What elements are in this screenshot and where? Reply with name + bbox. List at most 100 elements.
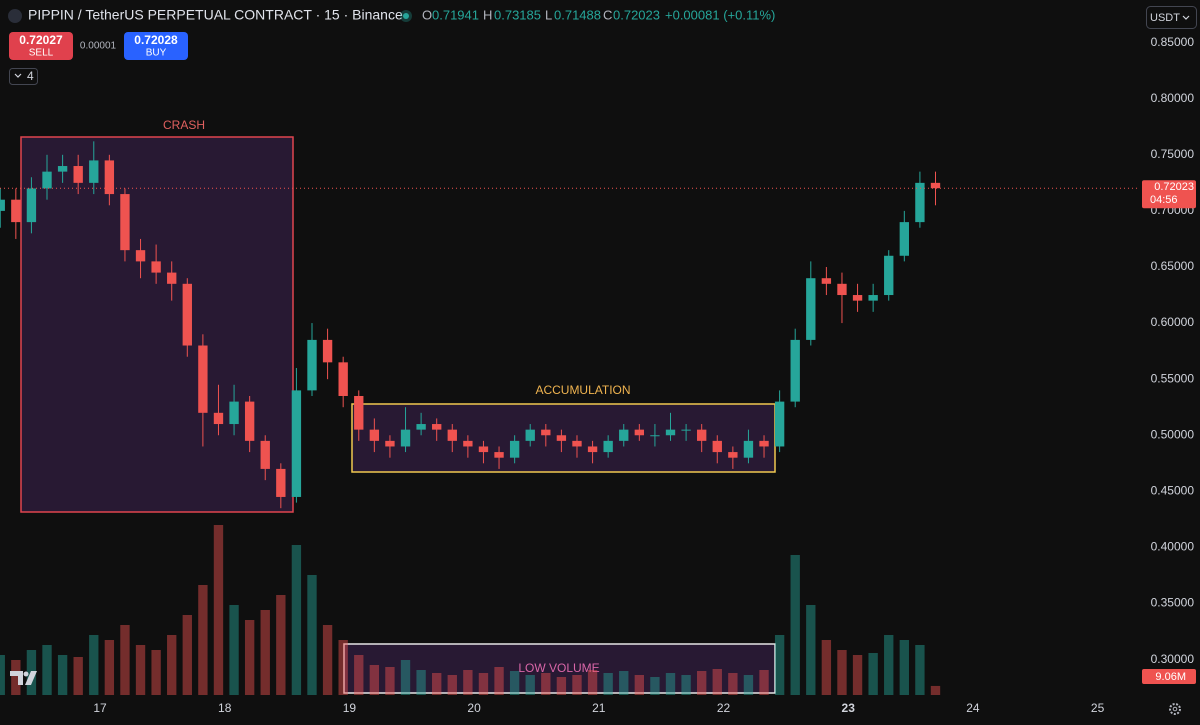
volume-bar [572, 675, 582, 695]
change: +0.00081 (+0.11%) [665, 7, 775, 22]
candle-body [712, 440, 722, 453]
candle-body [432, 424, 442, 430]
x-tick-label: 17 [93, 701, 107, 715]
candle-body [167, 272, 177, 284]
candle-body [416, 424, 426, 430]
x-tick-label: 18 [218, 701, 232, 715]
volume-bar [556, 677, 567, 695]
volume-bar [915, 645, 925, 695]
volume-bar [385, 667, 395, 695]
volume-bar [276, 595, 286, 695]
candle-body [899, 222, 909, 256]
candle-body [478, 446, 489, 453]
indicators-count: 4 [27, 69, 34, 83]
accumulation-label: ACCUMULATION [535, 383, 630, 397]
y-tick-label: 0.80000 [1151, 91, 1195, 105]
buy-text: BUY [146, 48, 167, 59]
volume-bar [494, 667, 504, 695]
x-tick-label: 22 [717, 701, 731, 715]
volume-bar [213, 525, 224, 695]
volume-bar [338, 640, 348, 695]
y-tick-label: 0.40000 [1151, 540, 1195, 554]
candle-body [728, 452, 738, 458]
candle-body [73, 166, 83, 183]
buy-button[interactable] [124, 32, 188, 60]
ohlc-value: 0.72023 [613, 7, 660, 22]
ohlc-key: L [545, 7, 552, 22]
y-tick-label: 0.55000 [1151, 371, 1195, 385]
volume-bar [509, 671, 520, 695]
volume-bar [73, 657, 83, 695]
currency-select[interactable] [1146, 6, 1197, 29]
volume-bar [11, 660, 21, 695]
candle-body [213, 412, 224, 425]
crash-label: CRASH [163, 118, 205, 132]
volume-bar [665, 673, 676, 695]
candle-body [806, 278, 816, 340]
candle-body [26, 188, 37, 223]
crash-box[interactable] [20, 136, 294, 513]
volume-bar [884, 635, 894, 695]
last-price-tag [1142, 180, 1196, 209]
volume-bar [244, 620, 255, 695]
volume-bar [198, 585, 208, 695]
volume-bar [135, 645, 146, 695]
symbol-title[interactable]: PIPPIN / TetherUS PERPETUAL CONTRACT · 1… [28, 7, 403, 23]
sell-text: SELL [29, 48, 54, 59]
volume-bar [291, 545, 302, 695]
volume-bar [322, 625, 333, 695]
volume-bar [728, 673, 738, 695]
volume-bar [167, 635, 177, 695]
volume-bar [478, 673, 489, 695]
low-volume-box[interactable] [343, 643, 776, 694]
volume-bar [525, 675, 535, 695]
y-tick-label: 0.85000 [1151, 35, 1195, 49]
candle-body [915, 182, 925, 223]
candle-body [852, 295, 863, 301]
x-tick-label: 25 [1091, 701, 1105, 715]
candle-body [587, 446, 598, 453]
ohlc-value: 0.71488 [554, 7, 601, 22]
candle-body [525, 429, 535, 441]
volume-bar [868, 653, 878, 695]
volume-bar [369, 665, 380, 695]
volume-bar [0, 655, 5, 695]
candle-body [619, 429, 629, 441]
indicators-toggle[interactable] [9, 68, 38, 85]
candle-body [681, 429, 691, 431]
volume-bar [182, 615, 192, 695]
volume-bar [587, 670, 598, 695]
tv-logo[interactable] [10, 671, 37, 685]
candle-body [759, 440, 769, 447]
sell-price: 0.72027 [19, 33, 63, 47]
candle-body [354, 395, 364, 430]
y-tick-label: 0.65000 [1151, 259, 1195, 273]
sell-button[interactable] [9, 32, 73, 60]
volume-bar [619, 671, 629, 695]
settings-icon[interactable] [1169, 703, 1181, 715]
candle-body [463, 440, 473, 447]
volume-bar [603, 673, 613, 695]
low-volume-label: LOW VOLUME [518, 661, 599, 675]
candle-body [572, 440, 582, 447]
volume-bar [432, 673, 442, 695]
last-price-label: 0.72023 [1154, 181, 1194, 193]
candle-body [385, 440, 395, 447]
volume-bar [774, 635, 785, 695]
candle-body [135, 250, 146, 262]
volume-bar [650, 677, 660, 695]
candle-body [369, 429, 380, 441]
volume-label: 9.06M [1155, 671, 1186, 683]
x-tick-label: 20 [467, 701, 481, 715]
ohlc-key: H [483, 7, 492, 22]
candle-body [790, 339, 800, 402]
symbol-icon [8, 9, 22, 23]
volume-bar [899, 640, 909, 695]
candle-body [697, 429, 707, 441]
candle-body [400, 429, 411, 447]
ohlc-value: 0.73185 [494, 7, 541, 22]
candle-body [509, 440, 520, 458]
volume-bar [743, 675, 754, 695]
ohlc-value: 0.71941 [432, 7, 479, 22]
